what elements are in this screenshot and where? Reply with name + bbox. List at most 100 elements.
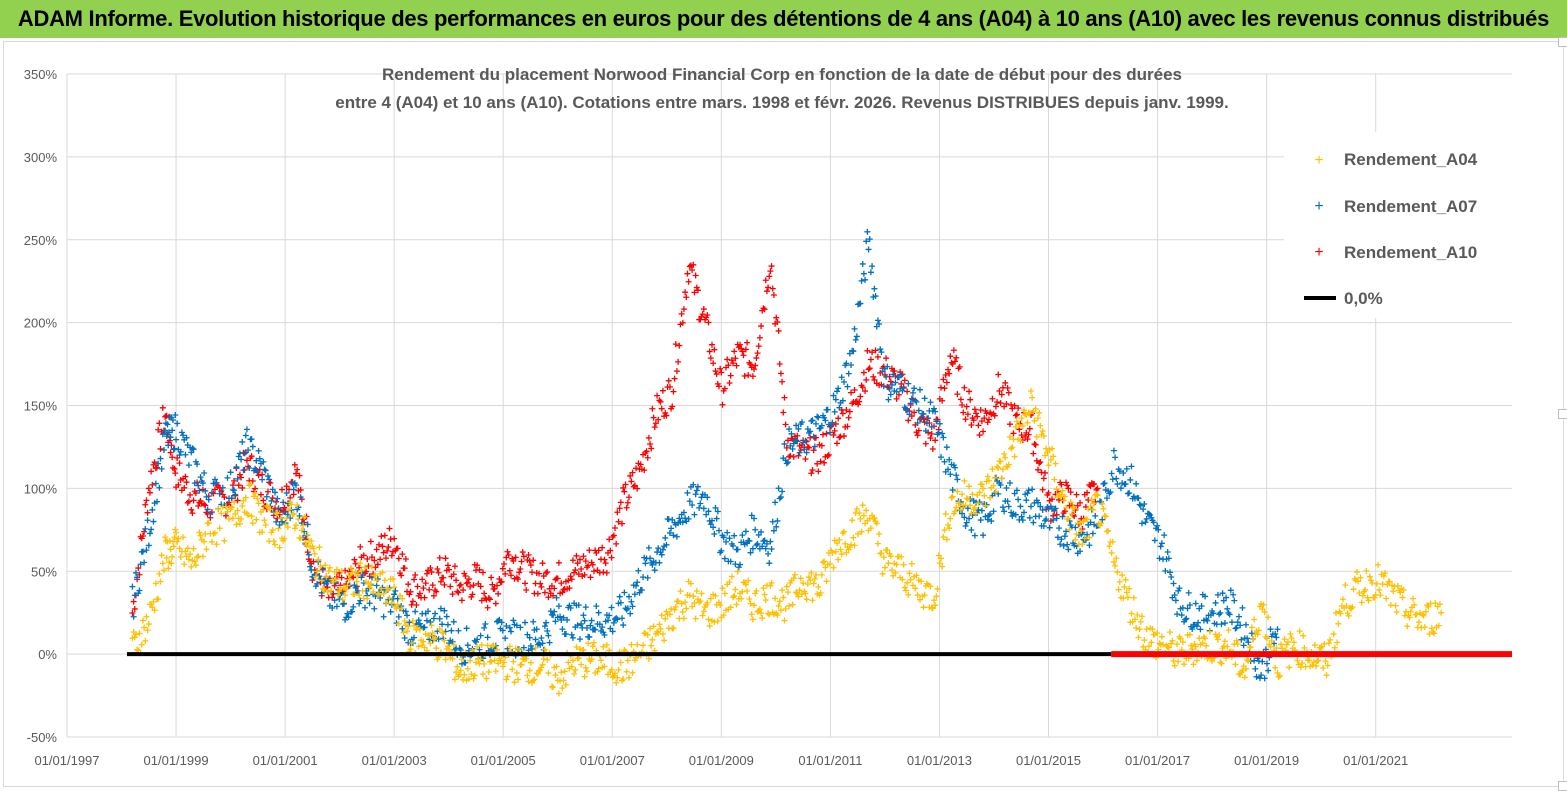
data-point-rendement_a07 [324, 578, 331, 585]
data-point-rendement_a10 [595, 547, 602, 554]
data-point-rendement_a10 [815, 468, 822, 475]
data-point-rendement_a07 [1116, 468, 1123, 475]
data-point-rendement_a07 [219, 484, 226, 491]
data-point-rendement_a10 [773, 314, 780, 321]
data-point-rendement_a10 [645, 434, 652, 441]
data-point-rendement_a07 [953, 472, 960, 479]
data-point-rendement_a07 [357, 597, 364, 604]
data-point-rendement_a04 [879, 570, 886, 577]
data-point-rendement_a10 [351, 556, 358, 563]
data-point-rendement_a04 [457, 667, 464, 674]
data-point-rendement_a07 [680, 509, 687, 516]
selection-handle-top-right[interactable] [1558, 37, 1567, 47]
data-point-rendement_a07 [436, 615, 443, 622]
legend-label-zero: 0,0% [1344, 289, 1383, 308]
data-point-rendement_a07 [425, 608, 432, 615]
data-point-rendement_a07 [971, 532, 978, 539]
data-point-rendement_a04 [978, 481, 985, 488]
data-point-rendement_a07 [1135, 495, 1142, 502]
data-point-rendement_a10 [641, 467, 648, 474]
data-point-rendement_a07 [513, 622, 520, 629]
selection-handle-right[interactable] [1558, 409, 1567, 419]
data-point-rendement_a04 [691, 600, 698, 607]
data-point-rendement_a10 [685, 278, 692, 285]
data-point-rendement_a04 [1278, 641, 1285, 648]
data-point-rendement_a04 [477, 656, 484, 663]
data-point-rendement_a10 [391, 535, 398, 542]
data-point-rendement_a04 [485, 669, 492, 676]
data-point-rendement_a10 [731, 348, 738, 355]
data-point-rendement_a04 [1005, 461, 1012, 468]
data-point-rendement_a10 [755, 343, 762, 350]
data-point-rendement_a10 [825, 451, 832, 458]
data-point-rendement_a07 [502, 635, 509, 642]
data-point-rendement_a10 [356, 564, 363, 571]
data-point-rendement_a04 [1415, 619, 1422, 626]
data-point-rendement_a04 [634, 641, 641, 648]
data-point-rendement_a10 [423, 570, 430, 577]
data-point-rendement_a10 [809, 466, 816, 473]
data-point-rendement_a04 [994, 463, 1001, 470]
data-point-rendement_a10 [264, 488, 271, 495]
data-point-rendement_a07 [155, 460, 162, 467]
data-point-rendement_a07 [682, 515, 689, 522]
data-point-rendement_a07 [545, 632, 552, 639]
data-point-rendement_a04 [1301, 644, 1308, 651]
data-point-rendement_a04 [733, 601, 740, 608]
data-point-rendement_a04 [912, 585, 919, 592]
data-point-rendement_a10 [504, 548, 511, 555]
data-point-rendement_a04 [670, 625, 677, 632]
data-point-rendement_a07 [795, 425, 802, 432]
data-point-rendement_a07 [371, 605, 378, 612]
data-point-rendement_a07 [163, 433, 170, 440]
data-point-rendement_a07 [959, 510, 966, 517]
data-point-rendement_a10 [543, 569, 550, 576]
data-point-rendement_a10 [1013, 411, 1020, 418]
data-point-rendement_a07 [876, 321, 883, 328]
data-point-rendement_a04 [686, 592, 693, 599]
data-point-rendement_a04 [871, 515, 878, 522]
data-point-rendement_a04 [786, 602, 793, 609]
x-tick-label: 01/01/2021 [1343, 753, 1408, 768]
data-point-rendement_a04 [856, 510, 863, 517]
data-point-rendement_a10 [559, 589, 566, 596]
data-point-rendement_a10 [1004, 385, 1011, 392]
data-point-rendement_a10 [259, 471, 266, 478]
data-point-rendement_a04 [1191, 641, 1198, 648]
data-point-rendement_a07 [921, 395, 928, 402]
data-point-rendement_a04 [1108, 549, 1115, 556]
data-point-rendement_a04 [132, 631, 139, 638]
data-point-rendement_a07 [606, 612, 613, 619]
data-point-rendement_a04 [628, 641, 635, 648]
data-point-rendement_a04 [1315, 657, 1322, 664]
data-point-rendement_a04 [1383, 595, 1390, 602]
data-point-rendement_a10 [745, 372, 752, 379]
data-point-rendement_a04 [1123, 589, 1130, 596]
data-point-rendement_a04 [784, 589, 791, 596]
data-point-rendement_a04 [1279, 645, 1286, 652]
data-point-rendement_a04 [818, 571, 825, 578]
data-point-rendement_a07 [165, 442, 172, 449]
data-point-rendement_a10 [985, 416, 992, 423]
data-point-rendement_a07 [640, 574, 647, 581]
data-point-rendement_a04 [274, 510, 281, 517]
data-point-rendement_a04 [954, 488, 961, 495]
data-point-rendement_a10 [874, 353, 881, 360]
data-point-rendement_a04 [1122, 576, 1129, 583]
data-point-rendement_a04 [303, 542, 310, 549]
data-point-rendement_a10 [671, 375, 678, 382]
data-point-rendement_a07 [474, 636, 481, 643]
data-point-rendement_a07 [578, 620, 585, 627]
data-point-rendement_a10 [518, 558, 525, 565]
data-point-rendement_a10 [648, 445, 655, 452]
data-point-rendement_a10 [758, 323, 765, 330]
data-point-rendement_a04 [385, 587, 392, 594]
data-point-rendement_a04 [1049, 445, 1056, 452]
data-point-rendement_a07 [329, 604, 336, 611]
chart-canvas: -50%0%50%100%150%200%250%300%350% 01/01/… [24, 65, 1514, 768]
data-point-rendement_a07 [885, 396, 892, 403]
data-point-rendement_a07 [1011, 490, 1018, 497]
data-point-rendement_a04 [1309, 662, 1316, 669]
data-point-rendement_a04 [213, 541, 220, 548]
data-point-rendement_a04 [506, 643, 513, 650]
